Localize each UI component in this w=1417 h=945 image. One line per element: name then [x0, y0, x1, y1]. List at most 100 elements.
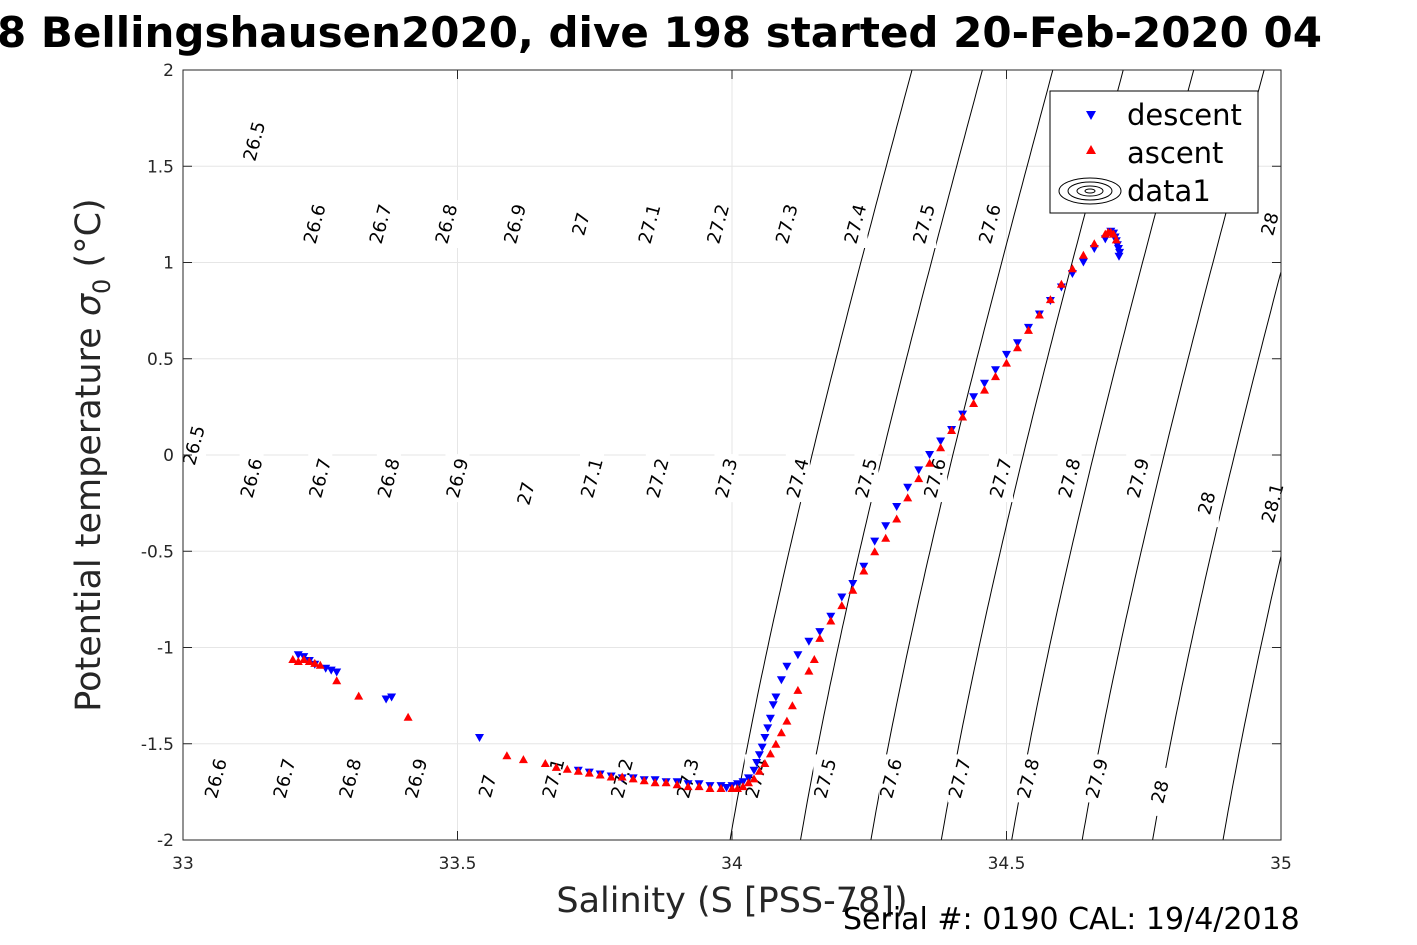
ascent-point [403, 712, 413, 721]
ascent-point [573, 766, 583, 775]
ascent-point [793, 685, 803, 694]
density-contour-27.4 [1364, 70, 1417, 840]
x-axis-label: Salinity (S [PSS-78]) [556, 881, 907, 921]
descent-point [881, 522, 891, 531]
ascent-point [299, 655, 309, 663]
contour-label-bg [1194, 479, 1219, 528]
ascent-point [1056, 279, 1066, 288]
contour-label-bg [1126, 454, 1151, 503]
ascent-point [787, 701, 797, 710]
legend-ascent-label: ascent [1127, 136, 1223, 170]
data-markers [288, 227, 1125, 792]
descent-point [848, 580, 858, 588]
x-tick-label: 35 [1270, 854, 1292, 874]
ascent-point [848, 585, 858, 594]
contour-label-bg [239, 454, 264, 503]
ascent-point [969, 399, 979, 407]
legend-data1-label: data1 [1127, 174, 1211, 208]
y-tick-label: -1 [157, 639, 174, 659]
y-axis-label-unit: (°C) [69, 198, 109, 278]
ascent-point [1078, 250, 1088, 259]
y-axis-label-sigma: σ [69, 292, 109, 316]
descent-point [760, 734, 770, 742]
contour-label-bg [714, 454, 739, 503]
descent-point [914, 466, 924, 475]
ascent-point [288, 655, 298, 663]
ascent-point [771, 739, 781, 748]
ascent-point [754, 766, 764, 775]
ascent-point [837, 601, 847, 610]
legend-box [1049, 90, 1259, 214]
contour-label-bg [1085, 754, 1110, 803]
descent-point [837, 593, 847, 602]
legend-entry-ascent: ascent [1086, 136, 1223, 170]
contour-label-bg [813, 754, 838, 803]
contour-label-bg [376, 454, 401, 503]
ascent-point [606, 772, 616, 781]
density-contour-27.2 [1222, 553, 1281, 840]
ascent-point [859, 566, 869, 575]
y-tick-label: 0 [163, 446, 174, 466]
contour-label-bg [1258, 200, 1283, 248]
ascent-point [1089, 239, 1099, 248]
contour-label-bg [514, 469, 539, 518]
ascent-point [925, 458, 935, 467]
descent-point [754, 751, 764, 760]
tick-labels: 33 33.5 34 34.5 35 -2 -1.5 -1 -0.5 0 0.5 1 1.5 2 [141, 61, 1292, 874]
contour-label-bg [503, 200, 528, 248]
descent-point [722, 784, 731, 792]
ascent-point [870, 547, 880, 556]
y-tick-label: 1.5 [147, 157, 174, 177]
contour-label-bg [272, 754, 297, 803]
ascent-point [518, 755, 528, 764]
descent-point [782, 662, 792, 671]
ascent-point [815, 633, 825, 642]
contour-label-bg [912, 200, 937, 248]
y-tick-label: 2 [163, 61, 174, 81]
ascent-point [502, 751, 512, 760]
y-tick-label: 1 [163, 254, 174, 274]
contour-label-bg [843, 200, 868, 248]
ascent-point [1111, 235, 1121, 244]
ascent-point [804, 666, 814, 675]
contour-label-bg [580, 454, 605, 503]
serial-calibration-text: Serial #: 0190 CAL: 19/4/2018 [843, 902, 1300, 937]
ascent-point [540, 759, 550, 767]
ascent-point [991, 372, 1000, 381]
descent-point [765, 714, 775, 723]
x-tick-label: 33.5 [439, 854, 477, 874]
y-tick-label: -2 [157, 831, 174, 851]
ascent-point [1013, 343, 1022, 352]
descent-point [969, 393, 979, 402]
contour-label-bg [203, 754, 228, 803]
ascent-point [727, 784, 737, 792]
ascent-point [584, 768, 594, 777]
ascent-point [716, 784, 726, 792]
descent-point [771, 693, 781, 702]
descent-point [1002, 350, 1011, 359]
ascent-point [738, 782, 748, 791]
ascent-point [1045, 295, 1055, 304]
ascent-point [562, 764, 572, 773]
contour-label-bg [785, 454, 810, 503]
contour-label-bg [989, 454, 1014, 503]
contour-label-bg [569, 200, 594, 248]
descent-point [815, 628, 825, 637]
descent-point [870, 537, 880, 546]
ascent-point [551, 762, 561, 771]
descent-point [475, 734, 484, 742]
legend: descent ascent data1 [1049, 90, 1259, 214]
ascent-point [650, 778, 660, 787]
contour-label-bg [1016, 754, 1041, 803]
contour-label-bg [242, 117, 267, 166]
ascent-point [947, 426, 957, 434]
legend-contour-icon [1058, 177, 1122, 205]
contour-label-bg [181, 421, 206, 470]
descent-point [903, 483, 913, 492]
contour-label-bg [404, 754, 429, 803]
descent-point [381, 695, 391, 704]
contour-label-bg [706, 200, 731, 248]
ascent-point [694, 782, 704, 791]
descent-point [936, 437, 946, 446]
contour-label-bg [434, 200, 459, 248]
